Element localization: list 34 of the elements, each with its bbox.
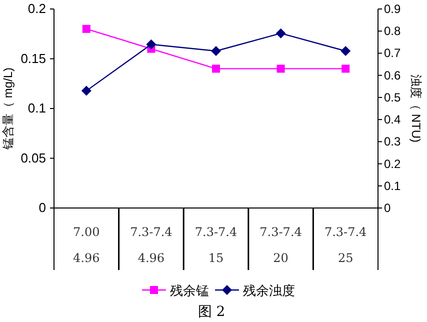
y2-tick-label: 0.8	[384, 24, 402, 38]
legend-label: 残余锰	[170, 283, 209, 298]
y2-tick-label: 0	[384, 201, 391, 215]
x-tick-label: 7.00 4.96	[73, 225, 100, 265]
y-tick-label: 0.2	[28, 1, 46, 16]
point	[81, 86, 92, 96]
point	[276, 64, 285, 73]
y-tick-label: 0.05	[20, 150, 46, 166]
y2-tick-label: 0.5	[384, 90, 402, 104]
y2-tick-label: 0.4	[384, 112, 402, 127]
y2-tick-label: 0.1	[384, 178, 402, 193]
y2-tick-label: 0.7	[384, 46, 402, 60]
x-tick-label: 7.3-7.4 25	[324, 225, 368, 265]
y2-tick-label: 0.3	[384, 134, 402, 149]
y2-tick-label: 0.9	[384, 2, 402, 16]
point	[212, 64, 220, 73]
y-tick-label: 0.1	[28, 100, 46, 116]
y2-tick-label: 0.6	[384, 68, 402, 82]
x-tick-label: 7.3-7.4 15	[194, 225, 238, 265]
point	[342, 64, 350, 73]
y2-axis-title: 浊度（ NTU)	[409, 74, 423, 142]
x-tick-label: 7.3-7.4 20	[260, 225, 302, 265]
y2-tick-label: 0.2	[384, 156, 402, 171]
legend-label: 残余浊度	[243, 283, 295, 298]
y-axis-title: 锰含量（ mg/L)	[1, 67, 15, 151]
point	[82, 24, 90, 33]
x-tick-label: 7.3-7.4 4.96	[130, 225, 173, 265]
point	[276, 28, 286, 38]
text: 图 2	[198, 304, 226, 320]
point	[146, 39, 156, 50]
y-tick-label: 0.15	[20, 50, 46, 66]
y-tick-label: 0	[38, 200, 46, 215]
point	[340, 46, 351, 56]
point	[211, 46, 221, 56]
